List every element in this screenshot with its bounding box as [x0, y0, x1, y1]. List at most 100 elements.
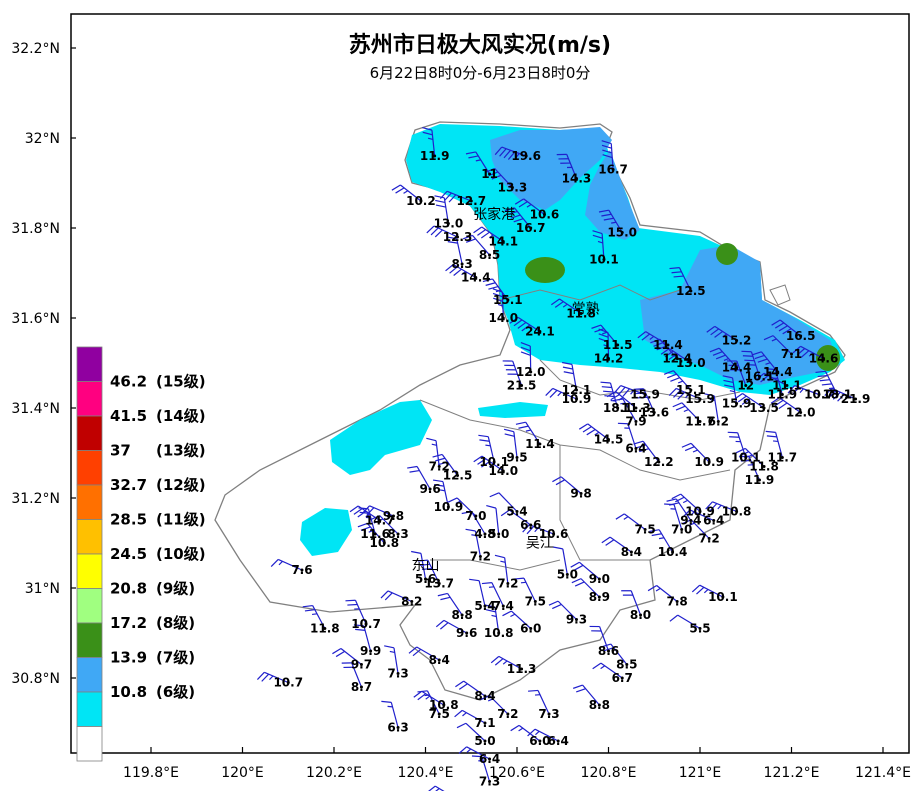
wind-barb: [615, 513, 646, 530]
station-dot: [780, 456, 784, 459]
station-dot: [488, 757, 492, 761]
station-dot: [634, 447, 638, 450]
station-dot: [533, 600, 537, 603]
station-value: 8.7: [351, 680, 372, 694]
station-value: 10.4: [658, 545, 688, 559]
wind-barb: [341, 662, 363, 688]
station-value: 9.6: [456, 626, 477, 640]
lon-tick-label: 120.2°E: [306, 765, 362, 781]
station-dot: [382, 541, 386, 545]
station-dot: [620, 231, 624, 234]
wind-barb: [434, 195, 449, 224]
station-dot: [474, 514, 478, 518]
station-dot: [373, 532, 377, 536]
station-value: 14.4: [722, 361, 752, 375]
wind-barb: [380, 590, 413, 603]
wind-barb: [681, 442, 710, 463]
station-value: 12.4: [662, 352, 692, 366]
station-dot: [776, 370, 780, 374]
wind-barb: [458, 746, 490, 760]
station-value: 5.0: [557, 568, 578, 582]
wind-barb: [706, 325, 737, 342]
station-value: 10.9: [685, 505, 715, 519]
wind-barb: [617, 422, 637, 449]
station-value: 21.9: [841, 392, 871, 406]
wind-barb: [621, 590, 642, 616]
wind-barb: [417, 559, 440, 584]
wind-barb: [513, 577, 536, 602]
area-level9-east: [816, 345, 840, 371]
wind-barb: [545, 387, 577, 400]
station-value: 18.1: [822, 388, 852, 402]
wind-barb: [691, 584, 724, 598]
legend-grade: (9级): [156, 580, 195, 598]
station-dot: [419, 199, 423, 203]
wind-barb: [473, 455, 504, 472]
wind-barbs: [256, 127, 856, 791]
station-value: 13.7: [424, 577, 454, 591]
station-dot: [625, 663, 629, 666]
legend-threshold: 20.8: [110, 580, 147, 598]
station-value: 7.0: [465, 509, 486, 523]
station-value: 10.1: [731, 451, 761, 465]
station-dot: [300, 568, 304, 572]
station-dot: [799, 411, 803, 414]
wind-barb: [552, 546, 568, 575]
station-dot: [689, 289, 693, 293]
legend-swatch: [76, 415, 103, 451]
wind-barb: [456, 722, 486, 742]
station-dot: [492, 460, 496, 464]
lon-tick-label: 121.2°E: [764, 765, 820, 781]
station-dot: [785, 384, 789, 387]
wind-barb: [445, 263, 477, 279]
station-value: 9.4: [680, 514, 701, 528]
wind-barb: [435, 619, 467, 634]
legend-swatch: [76, 657, 103, 693]
station-dot: [465, 631, 469, 635]
station-value: 9.9: [360, 644, 381, 658]
station-value: 15.9: [630, 388, 660, 402]
wind-barb: [490, 655, 522, 670]
station-value: 10.9: [562, 392, 592, 406]
wind-barb: [446, 236, 463, 265]
wind-barb: [428, 785, 445, 791]
station-dot: [698, 420, 702, 423]
station-value: 24.1: [525, 325, 555, 339]
wind-barb: [381, 700, 399, 728]
station-value: 7.2: [429, 460, 450, 474]
station-value: 5.4: [506, 505, 527, 519]
legend-swatch: [76, 588, 103, 624]
map-title: 苏州市日极大风实况(m/s): [349, 32, 611, 58]
lat-tick-label: 31.8°N: [11, 221, 60, 237]
wind-barb: [522, 524, 554, 535]
station-value: 11.8: [310, 622, 340, 636]
station-dot: [488, 172, 492, 176]
station-dot: [689, 361, 693, 365]
station-dot: [359, 663, 363, 666]
station-dot: [643, 528, 647, 531]
wind-barb: [439, 190, 472, 203]
station-dot: [799, 334, 803, 338]
station-value: 14.4: [461, 271, 491, 285]
station-dot: [735, 339, 739, 342]
station-dot: [675, 600, 679, 603]
station-dot: [515, 456, 519, 459]
station-value: 10.8: [484, 626, 514, 640]
wind-barb: [417, 690, 440, 715]
station-dot: [666, 343, 670, 347]
wind-barb: [489, 492, 518, 512]
station-dot: [643, 393, 647, 396]
wind-barb: [503, 428, 518, 458]
station-value: 11.9: [420, 149, 450, 163]
wind-barb: [570, 561, 600, 580]
legend-grade: (10级): [156, 545, 206, 563]
station-value: 7.3: [538, 707, 559, 721]
wind-barb: [591, 324, 619, 346]
station-value: 11.7: [685, 415, 715, 429]
wind-barb: [787, 385, 820, 396]
station-dot: [488, 253, 492, 257]
wind-barb: [353, 624, 372, 652]
wind-barb: [520, 342, 532, 373]
station-value: 8.5: [479, 248, 500, 262]
station-value: 16.7: [598, 163, 628, 177]
